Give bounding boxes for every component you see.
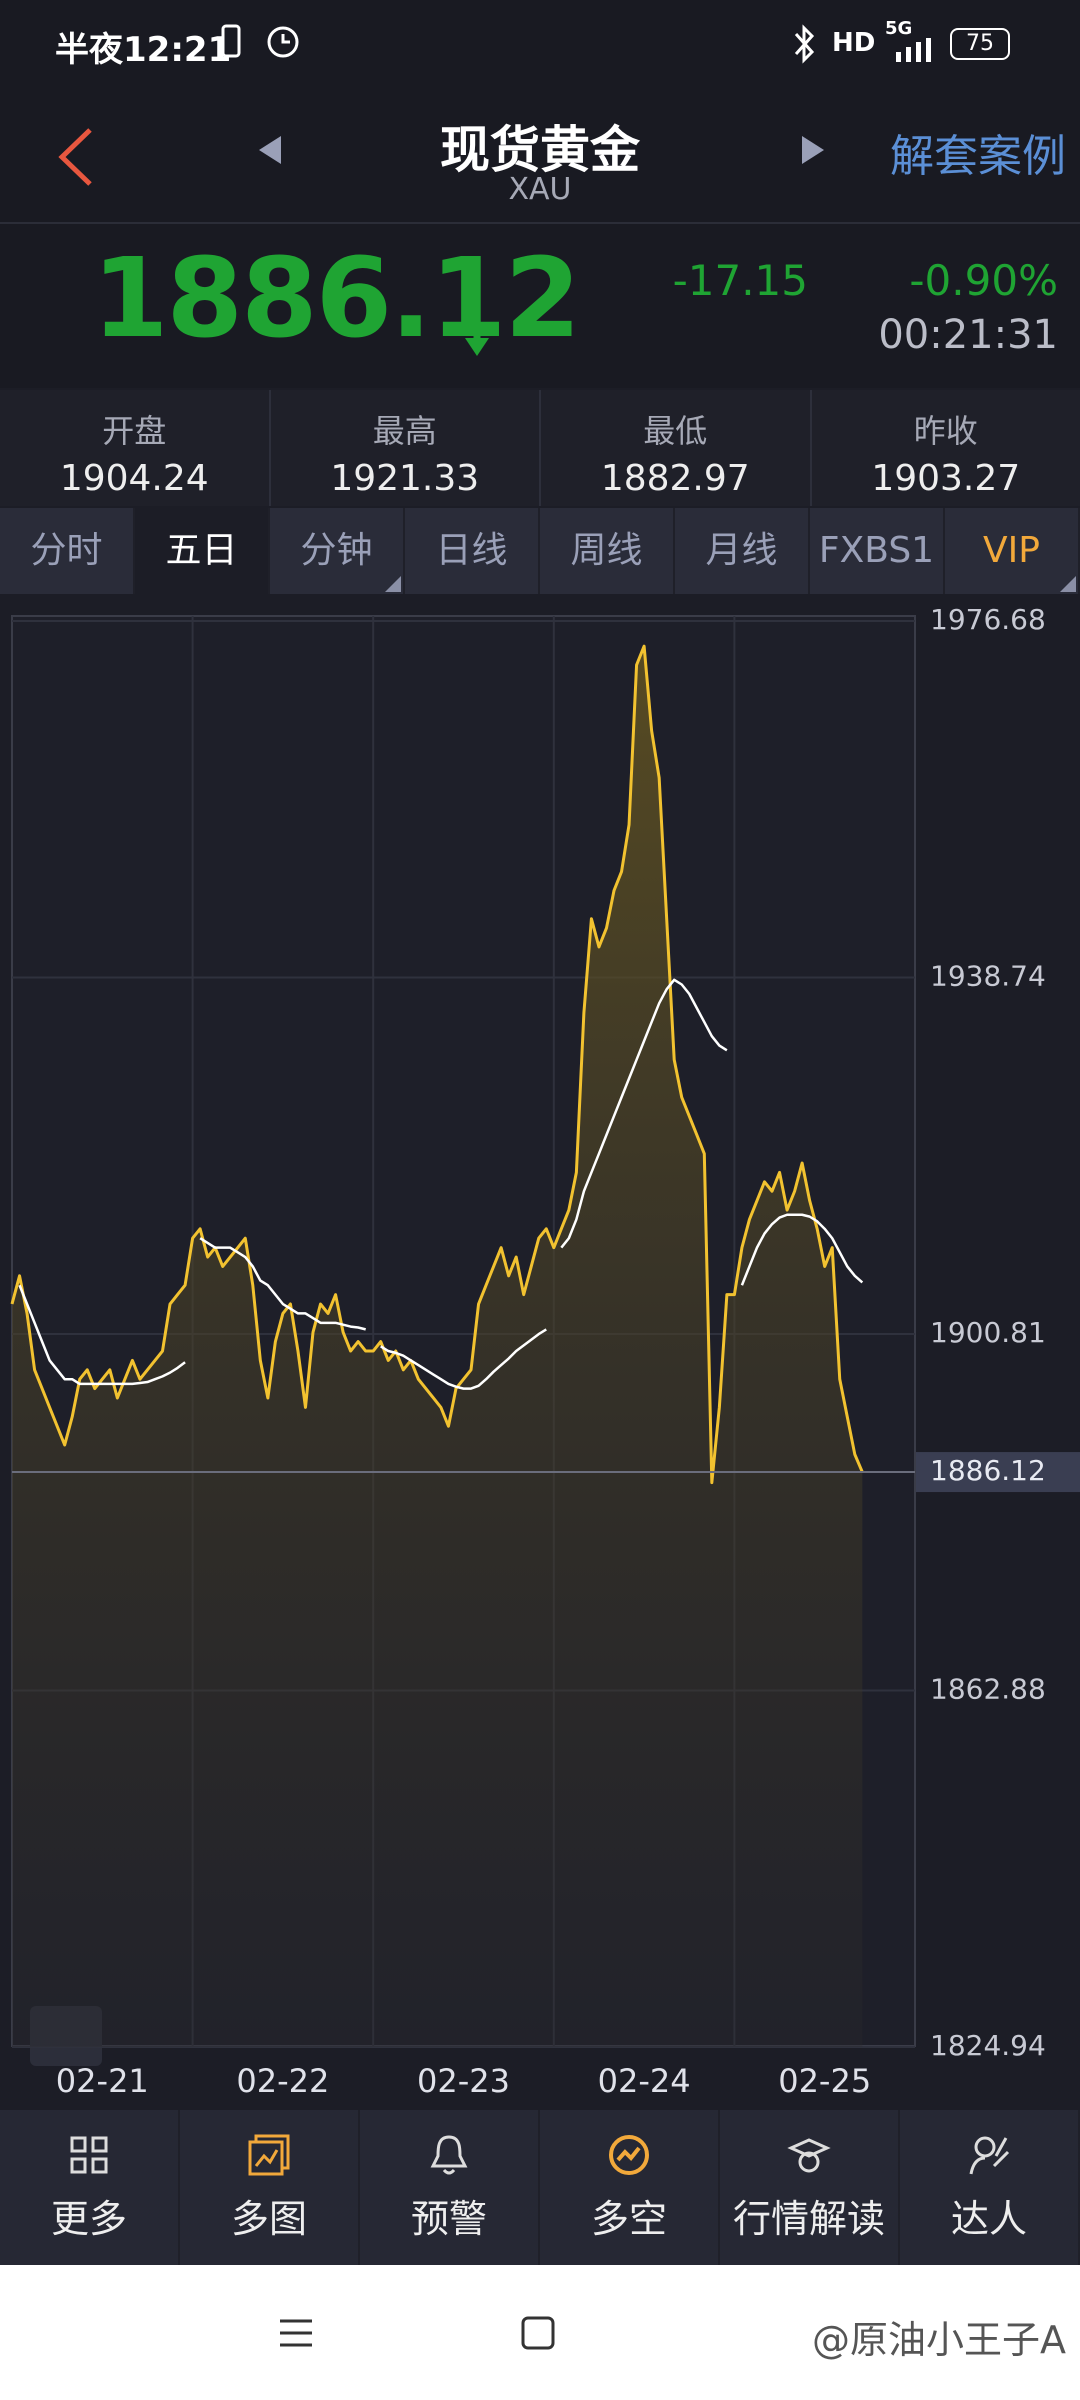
tool[interactable]: 多空 xyxy=(540,2110,720,2265)
tool[interactable]: 达人 xyxy=(900,2110,1080,2265)
tool-label: 多空 xyxy=(590,2197,667,2241)
status-icons xyxy=(221,24,299,58)
stat-label: 最低 xyxy=(643,412,708,450)
change: -17.15 xyxy=(672,256,808,305)
tabs: 分时 五日 分钟 日线 周线 月线 FXBS1 VIP xyxy=(0,508,1080,594)
tool-icon xyxy=(787,2138,831,2173)
next-button[interactable] xyxy=(798,130,828,170)
change-percent: -0.90% xyxy=(909,256,1058,305)
tool[interactable]: 预警 xyxy=(360,2110,540,2265)
stat: 最高 1921.33 xyxy=(271,390,541,506)
x-tick-label: 02-24 xyxy=(598,2062,691,2100)
clock: 半夜12:21 xyxy=(55,30,232,70)
x-tick-label: 02-22 xyxy=(236,2062,329,2100)
stats: 开盘 1904.24 最高 1921.33 最低 1882.97 昨收 1903.27 xyxy=(0,390,1080,506)
last-price-label: 1886.12 xyxy=(930,1454,1046,1487)
tab-corner xyxy=(1060,576,1076,592)
x-tick-label: 02-23 xyxy=(417,2062,510,2100)
y-tick-label: 1862.88 xyxy=(930,1672,1046,1705)
x-tick-label: 02-21 xyxy=(56,2062,149,2100)
tool-icon xyxy=(248,2134,290,2176)
bluetooth-icon xyxy=(794,24,815,64)
x-tick-label: 02-25 xyxy=(778,2062,871,2100)
stat-value: 1904.24 xyxy=(59,458,209,499)
watermark: @原油小王子A xyxy=(812,2318,1066,2362)
stat-label: 开盘 xyxy=(102,412,167,450)
stat-value: 1882.97 xyxy=(600,458,750,499)
back-button[interactable] xyxy=(52,122,102,192)
tool[interactable]: 行情解读 xyxy=(720,2110,900,2265)
tab[interactable]: 分钟 xyxy=(270,508,405,594)
home-button[interactable] xyxy=(518,2313,558,2353)
average-line xyxy=(18,978,864,1390)
menu-button[interactable] xyxy=(276,2313,316,2353)
price-line xyxy=(10,644,864,1485)
network-indicator: 5G xyxy=(885,18,913,39)
title: 现货黄金 xyxy=(440,121,640,179)
hd-indicator: HD xyxy=(832,28,876,58)
stat: 最低 1882.97 xyxy=(541,390,812,506)
tool-icon xyxy=(70,2136,108,2174)
prev-button[interactable] xyxy=(255,130,285,170)
battery: 75 xyxy=(950,28,1010,60)
quote: 1886.12 -17.15 -0.90% 00:21:31 xyxy=(0,224,1080,388)
tab[interactable]: VIP xyxy=(945,508,1080,594)
down-arrow xyxy=(465,312,489,356)
quote-time: 00:21:31 xyxy=(878,312,1058,358)
tool-icon xyxy=(609,2135,649,2175)
last-price-box xyxy=(916,1452,1080,1493)
stat: 开盘 1904.24 xyxy=(0,390,271,506)
tab[interactable]: 月线 xyxy=(675,508,810,594)
y-tick-label: 1976.68 xyxy=(930,603,1046,636)
nav-bar: @原油小王子A xyxy=(0,2265,1080,2400)
tab[interactable]: 周线 xyxy=(540,508,675,594)
status-bar: 半夜12:21 HD 5G 75 xyxy=(0,0,1080,110)
tab[interactable]: 五日 xyxy=(135,508,270,594)
signal-icon xyxy=(896,38,931,62)
tool-icon xyxy=(969,2136,1010,2175)
header: 现货黄金 XAU 解套案例 xyxy=(0,110,1080,224)
tab[interactable]: FXBS1 xyxy=(810,508,945,594)
y-tick-label: 1824.94 xyxy=(930,2029,1046,2062)
stat-label: 昨收 xyxy=(913,412,978,450)
tab[interactable]: 日线 xyxy=(405,508,540,594)
tool-label: 更多 xyxy=(50,2197,127,2241)
tab-corner xyxy=(385,576,401,592)
tool-label: 达人 xyxy=(950,2197,1027,2241)
stat-value: 1921.33 xyxy=(330,458,480,499)
tool[interactable]: 更多 xyxy=(0,2110,180,2265)
stat: 昨收 1903.27 xyxy=(812,390,1080,506)
stat-value: 1903.27 xyxy=(871,458,1021,499)
stat-label: 最高 xyxy=(372,412,437,450)
price: 1886.12 xyxy=(92,234,581,362)
tab[interactable]: 分时 xyxy=(0,508,135,594)
chart: 1824.94 1862.88 1900.81 1938.74 1976.68 02-21… xyxy=(10,603,1080,2100)
symbol: XAU xyxy=(508,172,572,207)
price-area xyxy=(12,646,863,2047)
case-link[interactable]: 解套案例 xyxy=(890,131,1066,182)
y-tick-label: 1900.81 xyxy=(930,1316,1046,1349)
y-tick-label: 1938.74 xyxy=(930,960,1046,993)
tool-label: 多图 xyxy=(230,2197,307,2241)
tool-label: 行情解读 xyxy=(732,2197,885,2241)
tool[interactable]: 多图 xyxy=(180,2110,360,2265)
toolbar: 更多 多图 预警 多空 行情解读 达人 xyxy=(0,2110,1080,2265)
tool-label: 预警 xyxy=(410,2197,487,2241)
tool-icon xyxy=(430,2135,468,2175)
